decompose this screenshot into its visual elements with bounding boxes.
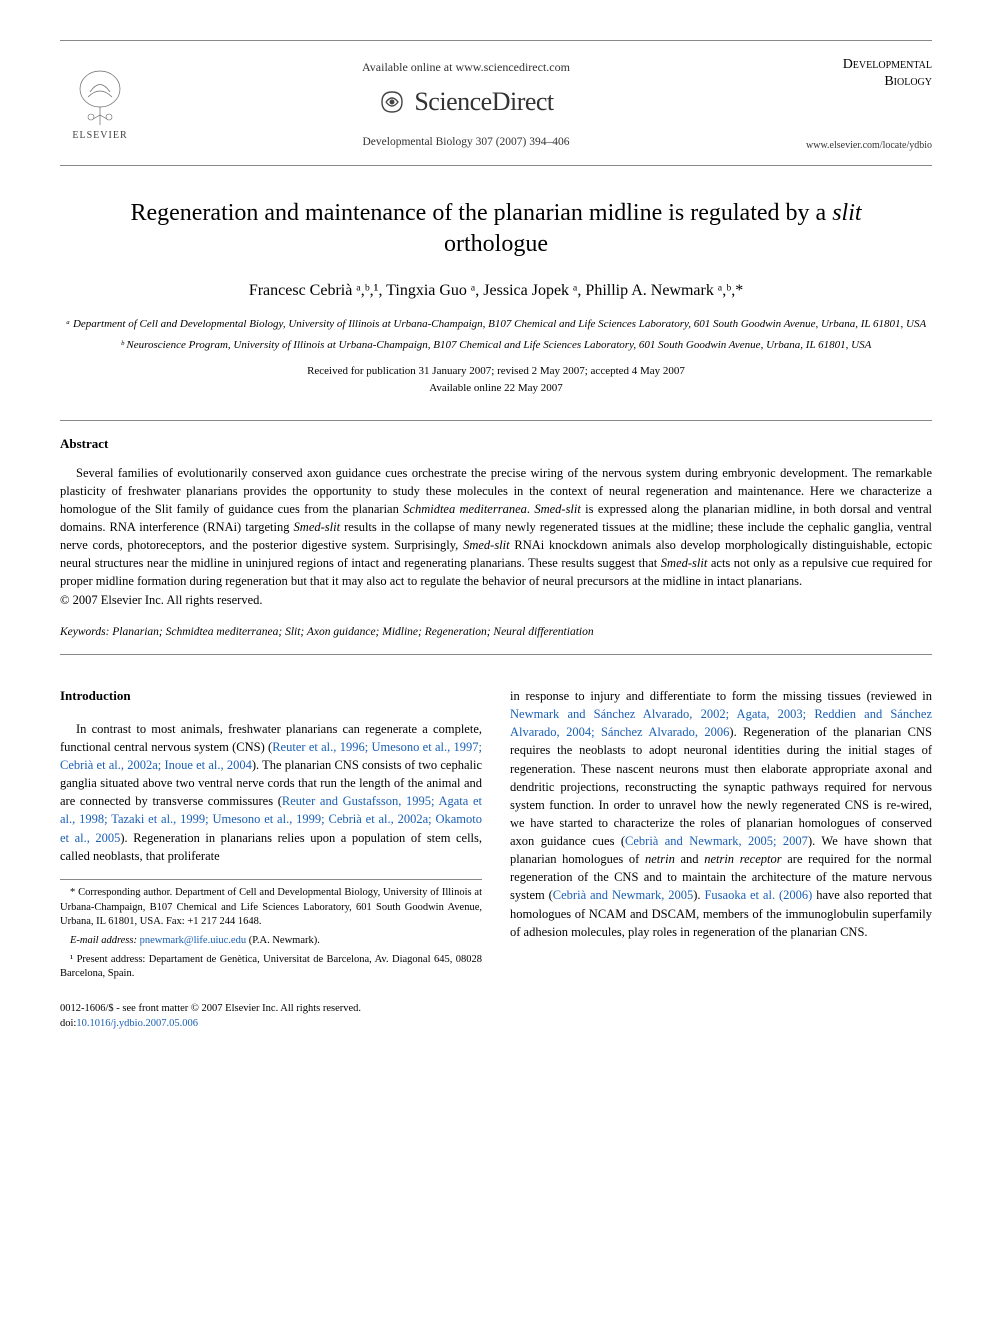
elsevier-label: ELSEVIER [72,129,127,143]
article-title: Regeneration and maintenance of the plan… [100,198,892,260]
front-matter-line: 0012-1606/$ - see front matter © 2007 El… [60,1002,932,1017]
article-dates: Received for publication 31 January 2007… [60,363,932,396]
citation-link[interactable]: Cebrià and Newmark, 2005 [553,888,693,902]
copyright-line: © 2007 Elsevier Inc. All rights reserved… [60,592,932,610]
email-footnote: E-mail address: pnewmark@life.uiuc.edu (… [60,934,482,949]
elsevier-tree-icon [73,67,128,127]
bottom-meta: 0012-1606/$ - see front matter © 2007 El… [60,1002,932,1031]
intro-paragraph-1-right: in response to injury and differentiate … [510,687,932,941]
journal-reference: Developmental Biology 307 (2007) 394–406 [140,134,792,150]
email-link[interactable]: pnewmark@life.uiuc.edu [140,935,246,946]
sciencedirect-icon [378,88,406,116]
corresponding-author-footnote: * Corresponding author. Department of Ce… [60,886,482,930]
introduction-heading: Introduction [60,687,482,706]
sciencedirect-text: ScienceDirect [414,84,553,120]
keywords-line: Keywords: Planarian; Schmidtea mediterra… [60,624,932,655]
header-center: Available online at www.sciencedirect.co… [140,53,792,150]
abstract-section: Abstract Several families of evolutionar… [60,420,932,655]
affiliation-b: ᵇ Neuroscience Program, University of Il… [60,337,932,354]
sciencedirect-brand: ScienceDirect [140,84,792,120]
abstract-text: Several families of evolutionarily conse… [60,464,932,591]
doi-line: doi:10.1016/j.ydbio.2007.05.006 [60,1017,932,1032]
citation-link[interactable]: Cebrià and Newmark, 2005; 2007 [625,834,808,848]
authors-line: Francesc Cebrià ᵃ,ᵇ,¹, Tingxia Guo ᵃ, Je… [60,280,932,302]
body-columns: Introduction In contrast to most animals… [60,687,932,986]
doi-link[interactable]: 10.1016/j.ydbio.2007.05.006 [76,1018,198,1029]
affiliation-a: ᵃ Department of Cell and Developmental B… [60,316,932,333]
journal-box: Developmental Biology www.elsevier.com/l… [792,53,932,153]
journal-url: www.elsevier.com/locate/ydbio [792,139,932,153]
available-online-text: Available online at www.sciencedirect.co… [140,59,792,76]
citation-link[interactable]: Fusaoka et al. (2006) [704,888,812,902]
abstract-heading: Abstract [60,435,932,453]
present-address-footnote: ¹ Present address: Departament de Genèti… [60,953,482,982]
column-right: in response to injury and differentiate … [510,687,932,986]
journal-name: Developmental Biology [792,57,932,91]
footnotes: * Corresponding author. Department of Ce… [60,879,482,982]
elsevier-logo: ELSEVIER [60,53,140,143]
column-left: Introduction In contrast to most animals… [60,687,482,986]
header: ELSEVIER Available online at www.science… [60,40,932,166]
intro-paragraph-1-left: In contrast to most animals, freshwater … [60,720,482,865]
